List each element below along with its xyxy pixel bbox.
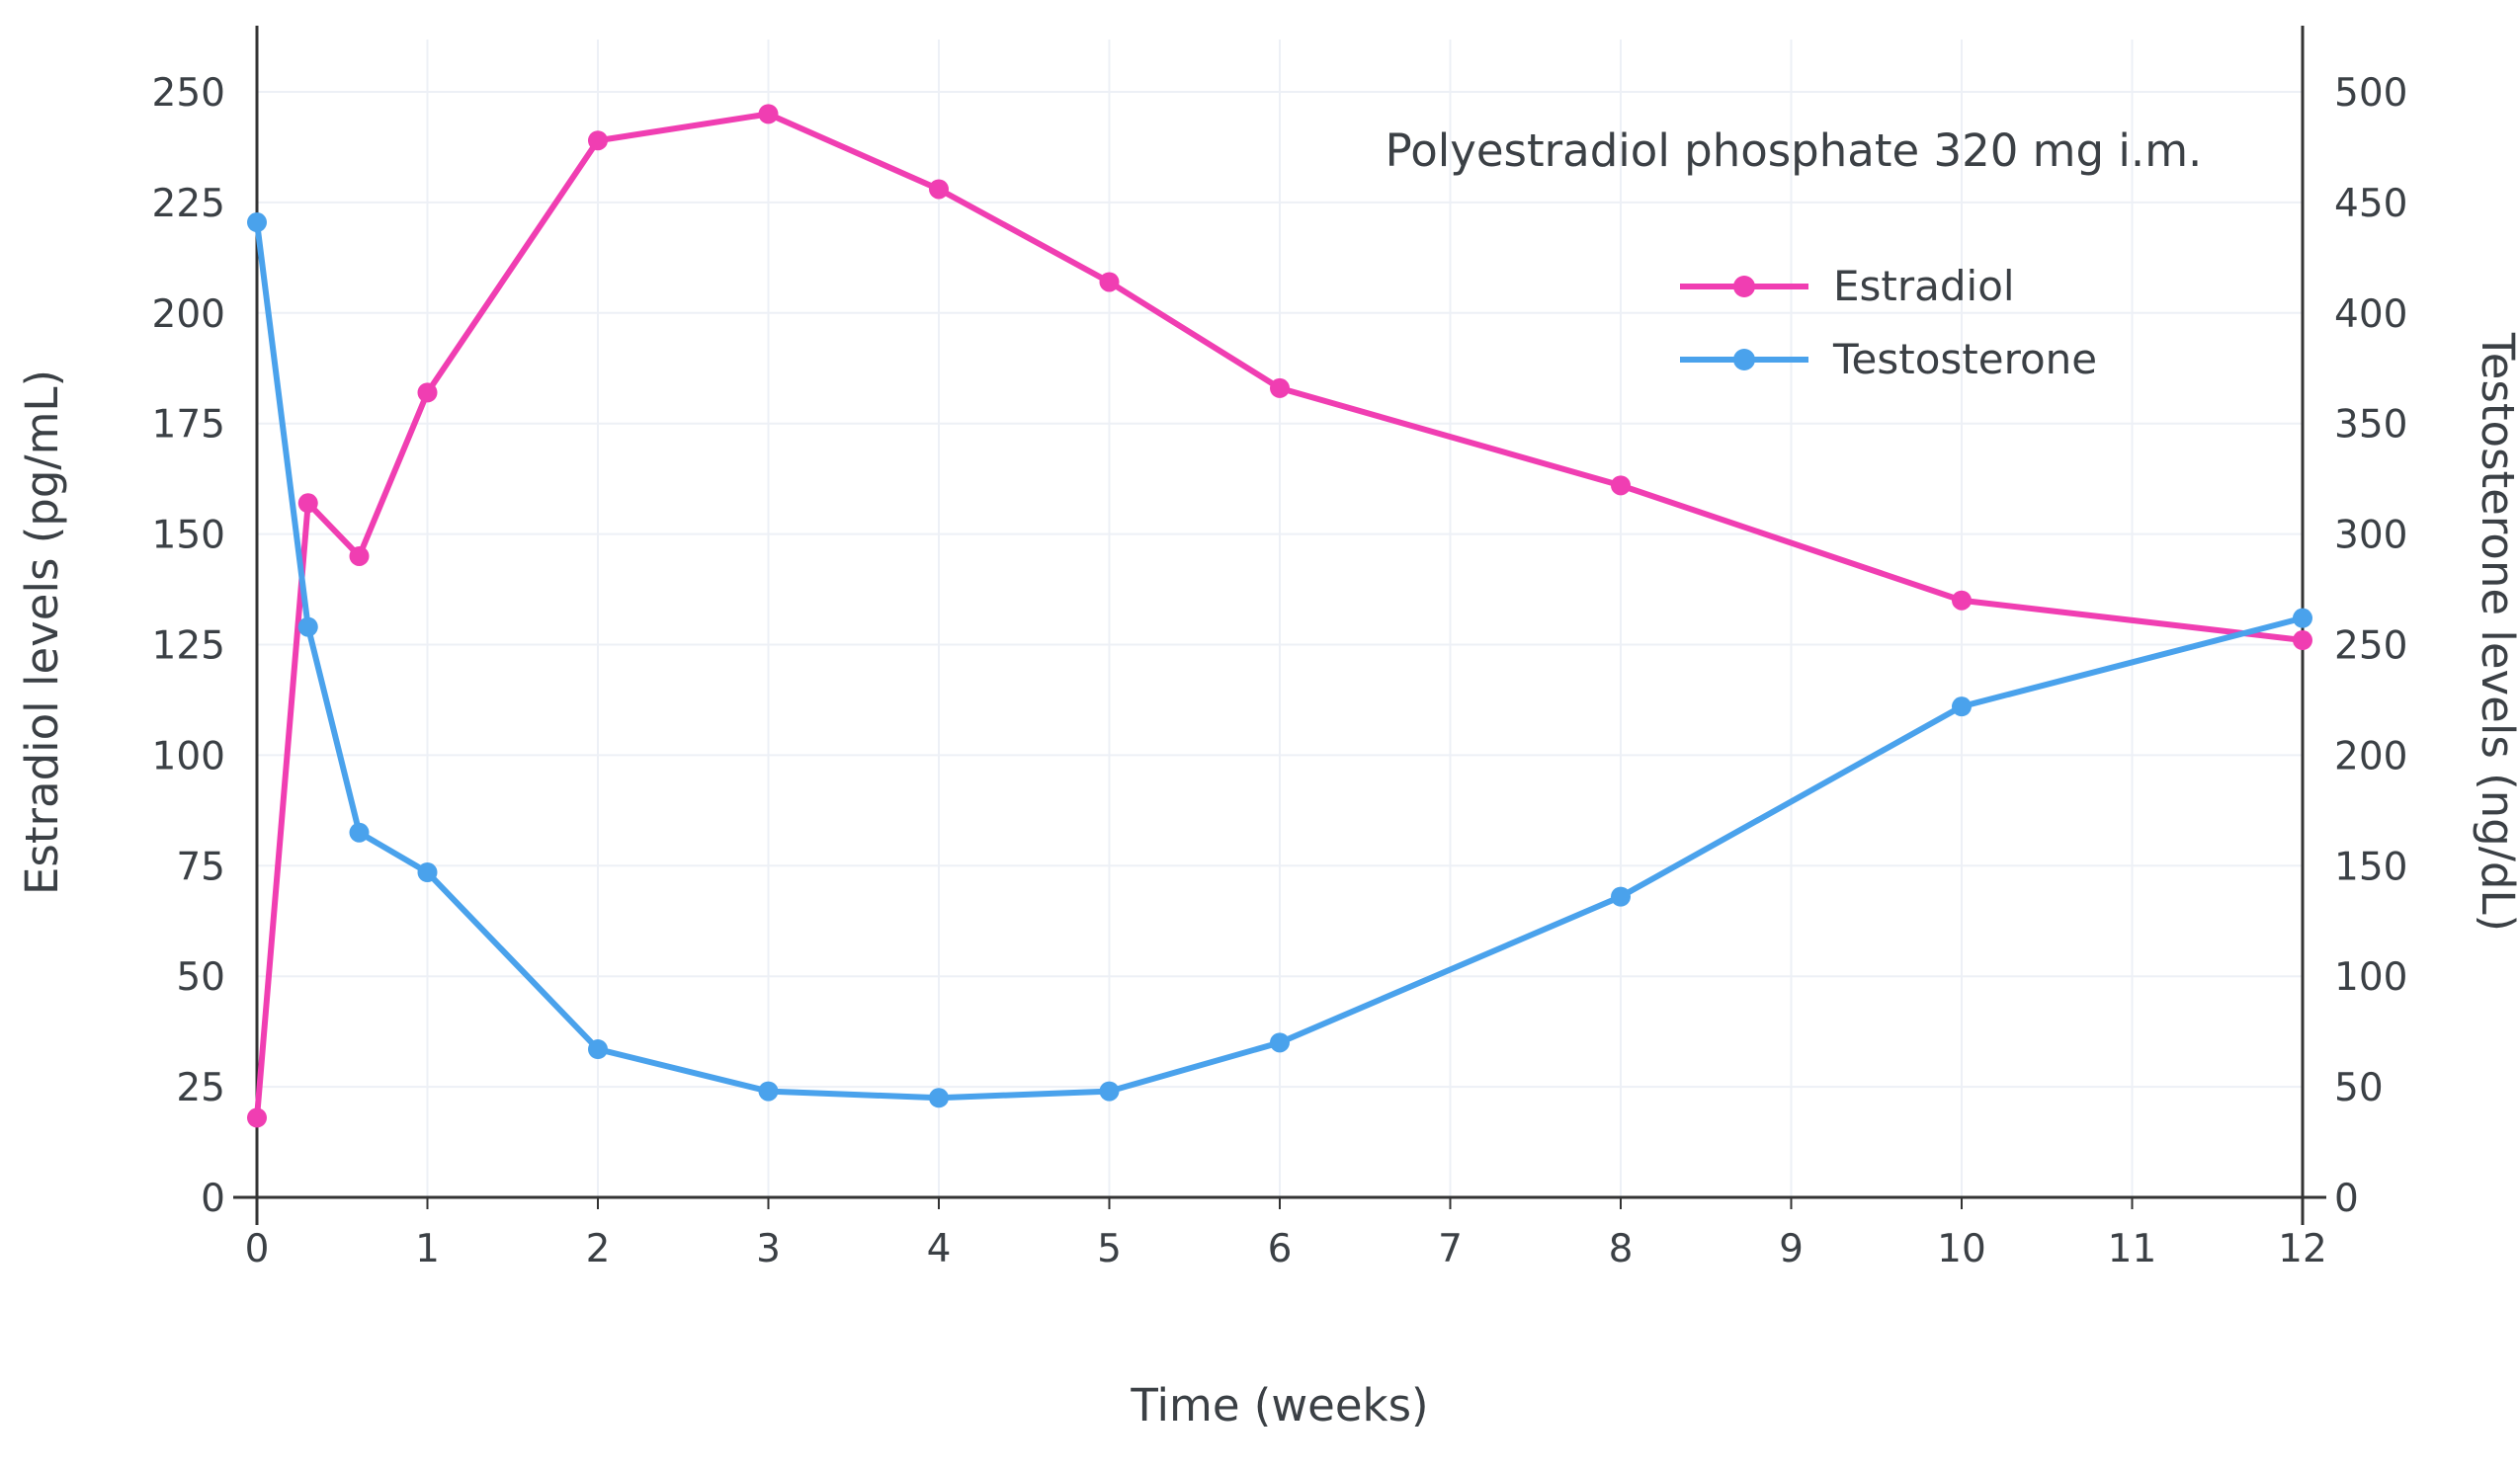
- y-right-tick-label: 400: [2334, 292, 2407, 337]
- data-point-testosterone: [349, 822, 370, 843]
- data-point-estradiol: [349, 545, 370, 566]
- data-point-testosterone: [2293, 608, 2312, 628]
- data-point-estradiol: [2293, 630, 2312, 651]
- data-point-testosterone: [417, 862, 438, 883]
- x-tick-label: 4: [927, 1227, 952, 1271]
- series-line-testosterone: [254, 219, 2306, 1102]
- x-tick-label: 10: [1937, 1227, 1986, 1271]
- legend-label-estradiol: Estradiol: [1833, 262, 2015, 310]
- y-left-tick-label: 200: [152, 292, 225, 337]
- x-tick-label: 5: [1097, 1227, 1122, 1271]
- y-right-tick-label: 350: [2334, 403, 2407, 448]
- x-axis-title: Time (weeks): [1130, 1379, 1428, 1431]
- y-left-axis-title: Estradiol levels (pg/mL): [16, 369, 68, 895]
- x-tick-label: 8: [1609, 1227, 1634, 1271]
- data-point-estradiol: [247, 1107, 267, 1128]
- x-tick-label: 11: [2108, 1227, 2157, 1271]
- data-point-testosterone: [1099, 1081, 1120, 1102]
- y-left-tick-label: 125: [152, 624, 225, 669]
- data-point-estradiol: [1099, 272, 1120, 292]
- series-line-estradiol: [254, 111, 2306, 1121]
- data-point-estradiol: [929, 179, 949, 200]
- legend-marker-testosterone: [1733, 349, 1755, 370]
- legend-entry-testosterone: Testosterone: [1680, 335, 2097, 383]
- y-left-tick-label: 50: [176, 955, 225, 1000]
- y-right-tick-label: 450: [2334, 182, 2407, 226]
- data-point-estradiol: [758, 104, 779, 124]
- data-point-estradiol: [588, 130, 608, 151]
- y-right-tick-label: 50: [2334, 1066, 2384, 1110]
- data-point-estradiol: [1270, 377, 1290, 398]
- x-tick-label: 2: [586, 1227, 611, 1271]
- y-left-tick-label: 25: [176, 1066, 225, 1110]
- data-point-testosterone: [1270, 1032, 1290, 1053]
- y-right-axis-title: Testosterone levels (ng/dL): [2472, 332, 2520, 932]
- y-right-tick-label: 250: [2334, 624, 2407, 669]
- y-right-tick-label: 300: [2334, 514, 2407, 558]
- y-right-tick-label: 0: [2334, 1177, 2359, 1221]
- x-tick-label: 0: [245, 1227, 270, 1271]
- y-right-tick-label: 100: [2334, 955, 2407, 1000]
- data-point-testosterone: [758, 1081, 779, 1102]
- chart-annotation: Polyestradiol phosphate 320 mg i.m.: [1386, 124, 2203, 177]
- data-point-estradiol: [417, 382, 438, 403]
- x-tick-label: 1: [415, 1227, 440, 1271]
- y-left-tick-label: 100: [152, 734, 225, 778]
- y-left-tick-label: 175: [152, 403, 225, 448]
- data-point-testosterone: [297, 616, 318, 637]
- y-left-tick-label: 250: [152, 71, 225, 116]
- y-left-tick-label: 75: [176, 845, 225, 889]
- gridlines: [257, 40, 2303, 1197]
- x-tick-label: 6: [1268, 1227, 1293, 1271]
- data-point-estradiol: [297, 493, 318, 514]
- tick-labels: 0 1 2 3 4 5 6 7 8 9 10 11 12025507510012515017520022…: [152, 71, 2408, 1271]
- x-tick-label: 3: [756, 1227, 781, 1271]
- x-tick-label: 7: [1438, 1227, 1463, 1271]
- data-point-testosterone: [1952, 696, 1972, 717]
- y-right-tick-label: 150: [2334, 845, 2407, 889]
- data-point-testosterone: [929, 1088, 949, 1108]
- y-left-tick-label: 0: [201, 1177, 225, 1221]
- x-tick-label: 12: [2278, 1227, 2327, 1271]
- data-point-testosterone: [247, 212, 267, 233]
- data-point-testosterone: [588, 1039, 608, 1060]
- legend-entry-estradiol: Estradiol: [1680, 262, 2015, 310]
- y-left-tick-label: 150: [152, 514, 225, 558]
- y-right-tick-label: 500: [2334, 71, 2407, 116]
- data-point-estradiol: [1611, 475, 1631, 496]
- data-point-testosterone: [1611, 886, 1631, 907]
- y-left-tick-label: 225: [152, 182, 225, 226]
- legend-marker-estradiol: [1733, 276, 1755, 297]
- legend: Estradiol Testosterone: [1680, 262, 2097, 383]
- series-lines: [247, 104, 2312, 1128]
- data-point-estradiol: [1952, 590, 1972, 611]
- x-tick-label: 9: [1779, 1227, 1804, 1271]
- y-right-tick-label: 200: [2334, 734, 2407, 778]
- legend-label-testosterone: Testosterone: [1832, 335, 2097, 383]
